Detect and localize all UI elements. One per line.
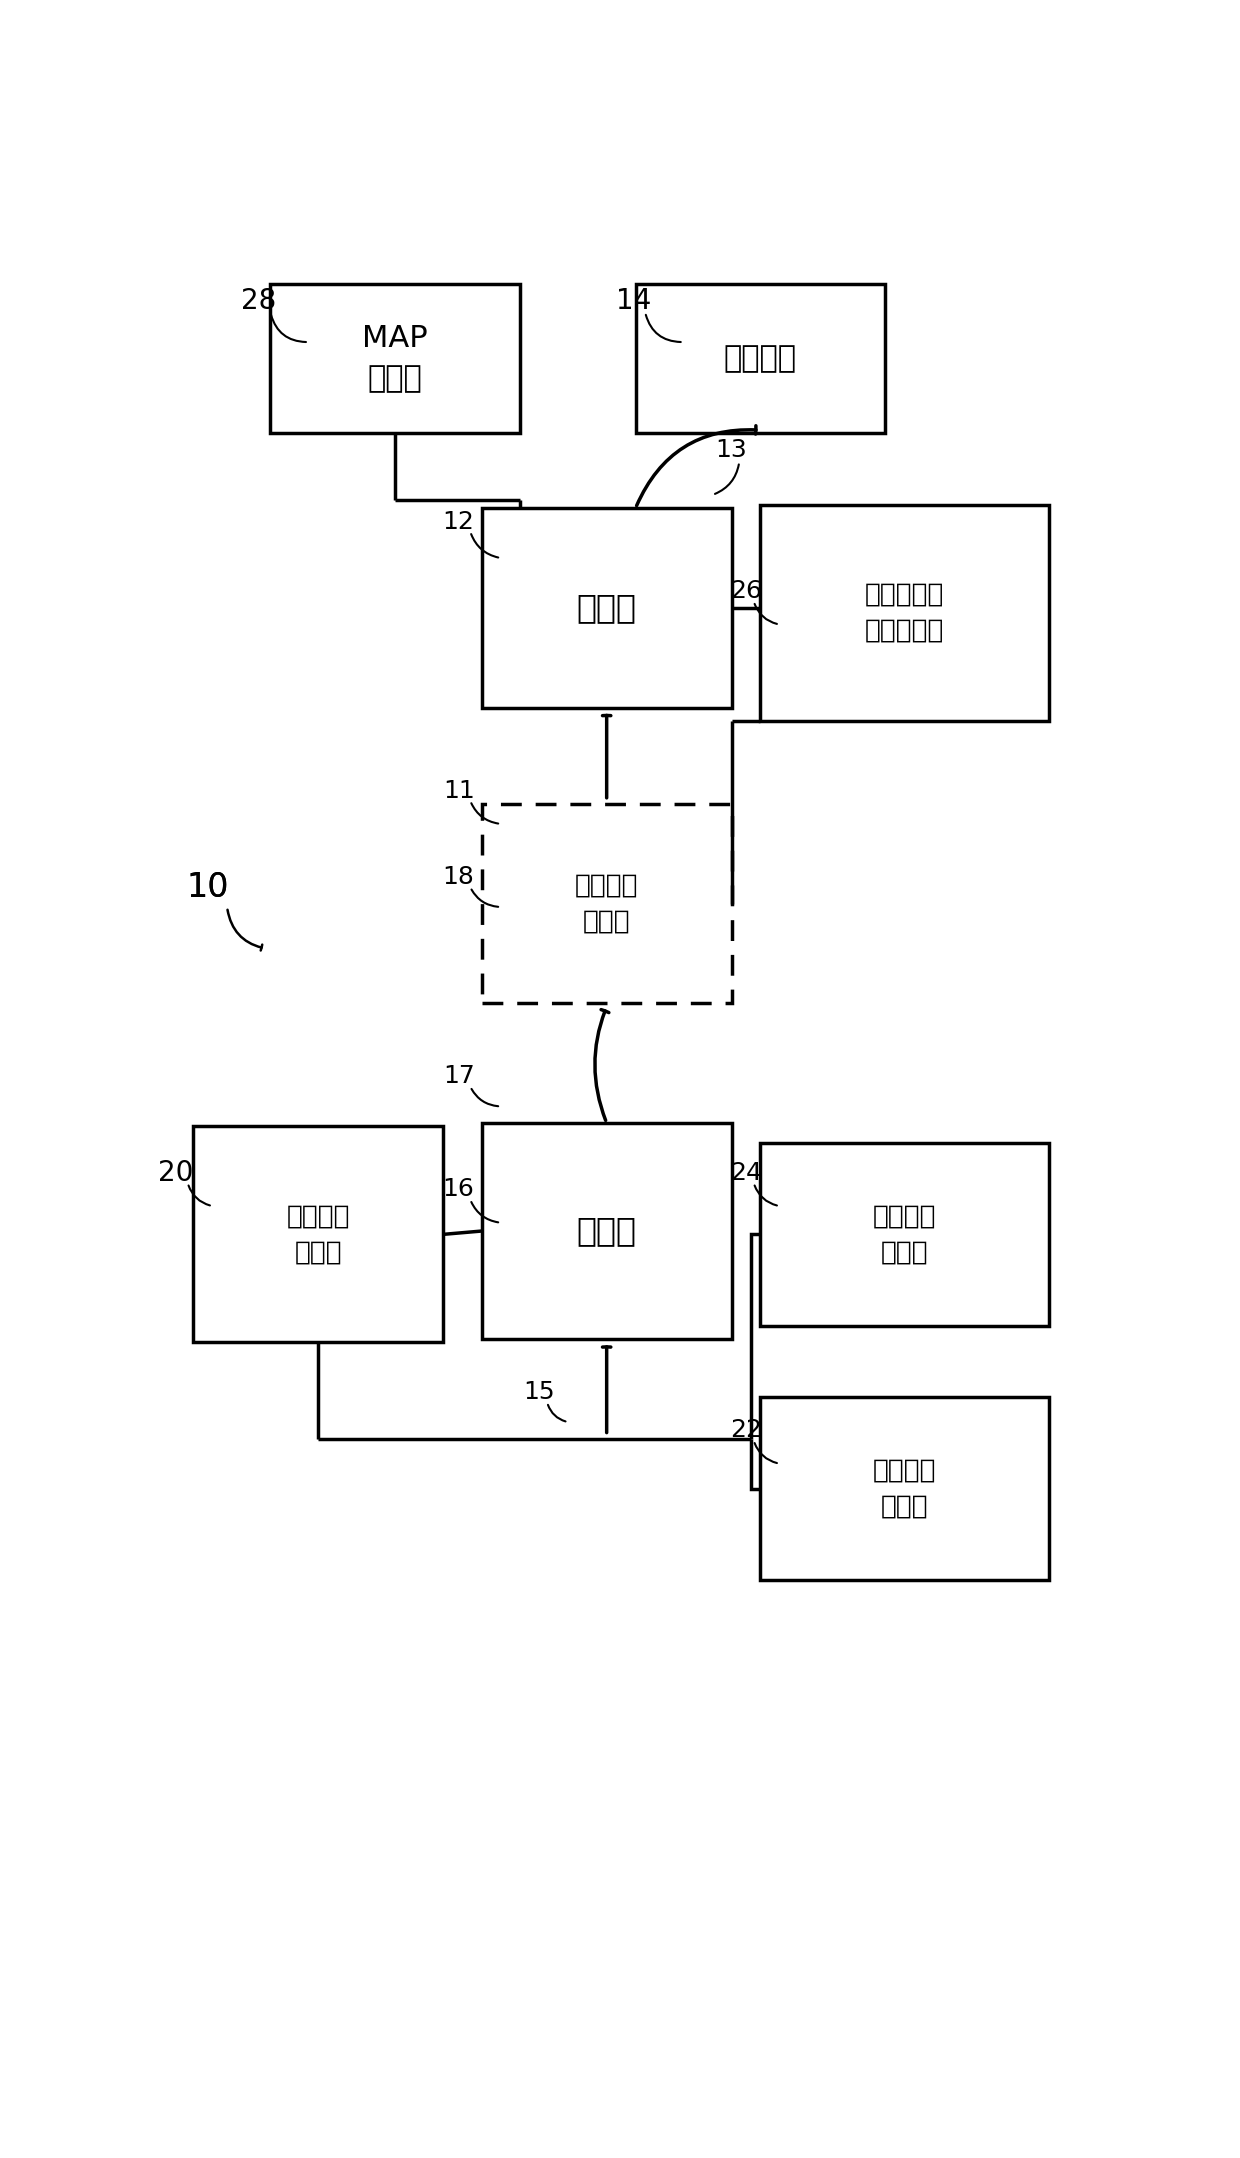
Bar <box>760 1396 1049 1580</box>
Text: 13: 13 <box>715 438 748 462</box>
Text: 22: 22 <box>730 1418 763 1442</box>
Text: 17: 17 <box>443 1064 475 1088</box>
Text: 节流阀: 节流阀 <box>577 591 636 624</box>
Text: 24: 24 <box>730 1161 763 1185</box>
Bar <box>481 509 732 708</box>
Bar <box>635 285 885 434</box>
Text: MAP
传感器: MAP 传感器 <box>362 324 428 393</box>
Text: 进气歧管: 进气歧管 <box>724 343 797 373</box>
Text: 16: 16 <box>443 1178 475 1202</box>
Bar <box>760 505 1049 721</box>
Bar <box>270 285 521 434</box>
Text: 增压空气
冷却器: 增压空气 冷却器 <box>575 872 639 934</box>
Text: 11: 11 <box>443 779 475 803</box>
Bar <box>481 805 732 1003</box>
Text: 14: 14 <box>616 287 651 315</box>
Text: 26: 26 <box>730 578 763 604</box>
Text: 节流阀进口
温度传感器: 节流阀进口 温度传感器 <box>864 583 945 643</box>
Text: 进口温度
传感器: 进口温度 传感器 <box>873 1204 936 1265</box>
Bar <box>481 1122 732 1338</box>
Bar <box>760 1144 1049 1325</box>
Text: 10: 10 <box>186 870 229 904</box>
Text: 质量气流
传感器: 质量气流 传感器 <box>286 1204 350 1265</box>
Text: 18: 18 <box>443 865 475 889</box>
Text: 进口压力
传感器: 进口压力 传感器 <box>873 1457 936 1519</box>
Bar <box>193 1126 444 1342</box>
Text: 12: 12 <box>443 509 475 533</box>
Text: 压缩机: 压缩机 <box>577 1215 636 1247</box>
Text: 10: 10 <box>186 870 229 904</box>
Text: 15: 15 <box>523 1381 556 1405</box>
Text: 20: 20 <box>159 1159 193 1187</box>
Text: 28: 28 <box>241 287 277 315</box>
